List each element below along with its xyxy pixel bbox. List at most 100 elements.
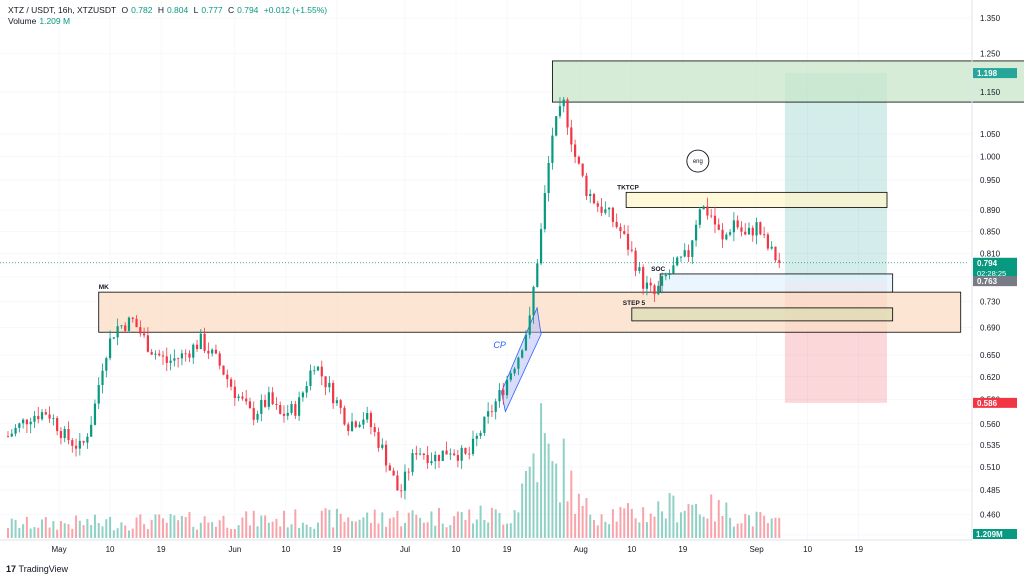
candle-body xyxy=(471,438,475,454)
y-tick-label: 0.620 xyxy=(980,373,1001,382)
volume-bar xyxy=(661,511,664,538)
candle-body xyxy=(513,368,516,374)
volume-bar xyxy=(184,517,187,538)
candle-body xyxy=(377,432,380,448)
drawings[interactable]: MK TKTCP SOC STEP 5 CP eng xyxy=(98,60,1024,413)
volume-bar xyxy=(252,510,255,538)
volume-bar xyxy=(369,522,372,538)
volume-bar xyxy=(48,527,51,538)
candle-body xyxy=(25,419,29,425)
candle-body xyxy=(706,206,709,216)
volume-bar xyxy=(770,518,773,538)
y-tick-label: 0.690 xyxy=(980,324,1001,333)
candle-body xyxy=(116,326,119,338)
candle-body xyxy=(143,333,146,336)
x-tick-label: 19 xyxy=(332,545,341,554)
eng-circle xyxy=(686,149,710,173)
volume-bar xyxy=(173,515,176,538)
volume-bar xyxy=(679,512,682,538)
volume-bar xyxy=(71,528,74,538)
volume-bar xyxy=(630,508,633,538)
candle-body xyxy=(286,412,289,416)
volume-bar xyxy=(524,470,527,538)
candle-body xyxy=(301,392,304,398)
candle-body xyxy=(263,399,267,407)
volume-bar xyxy=(313,528,316,538)
candle-body xyxy=(139,327,142,334)
candle-body xyxy=(566,99,569,128)
candle-body xyxy=(275,404,278,406)
x-tick-label: Sep xyxy=(749,545,764,554)
y-tick-label: 0.485 xyxy=(980,486,1001,495)
candle-body xyxy=(411,453,414,473)
candle-body xyxy=(747,227,751,235)
candle-body xyxy=(672,265,675,274)
volume-bar xyxy=(683,510,686,538)
volume-bars xyxy=(7,403,781,538)
volume-bar xyxy=(343,521,346,538)
volume-bar xyxy=(75,515,78,538)
candle-body xyxy=(770,246,773,249)
y-tick-label: 1.350 xyxy=(980,14,1001,23)
candle-body xyxy=(97,385,100,404)
volume-bar xyxy=(267,522,270,538)
y-tick-label: 1.050 xyxy=(980,130,1001,139)
candle-body xyxy=(736,220,739,228)
volume-bar xyxy=(294,509,297,538)
volume-bar xyxy=(490,507,493,538)
volume-bar xyxy=(759,512,762,538)
volume-bar xyxy=(585,498,588,538)
volume-bar xyxy=(112,530,115,538)
volume-bar xyxy=(475,519,478,538)
candle-body xyxy=(37,416,40,420)
x-tick-label: 19 xyxy=(678,545,687,554)
volume-bar xyxy=(502,524,505,538)
volume-bar xyxy=(214,526,217,538)
candle-body xyxy=(464,447,467,454)
volume-bar xyxy=(536,482,539,538)
candle-body xyxy=(48,414,51,419)
candle-body xyxy=(290,404,293,413)
candle-body xyxy=(751,227,754,236)
candle-body xyxy=(415,453,418,455)
volume-bar xyxy=(558,502,561,538)
volume-bar xyxy=(385,526,388,538)
candle-body xyxy=(460,447,463,461)
price-tag xyxy=(973,276,1017,287)
volume-bar xyxy=(744,513,747,538)
volume-bar xyxy=(638,522,641,538)
volume-bar xyxy=(90,524,93,538)
y-tick-label: 1.000 xyxy=(980,152,1001,161)
volume-bar xyxy=(710,494,713,538)
volume-tag xyxy=(973,529,1017,539)
candle-body xyxy=(422,453,425,455)
candle-body xyxy=(717,224,720,230)
candle-body xyxy=(358,424,361,427)
volume-bar xyxy=(509,523,512,538)
candle-body xyxy=(354,421,357,427)
volume-bar xyxy=(354,521,357,538)
time-axis[interactable]: May 10 19 Jun 10 19 Jul 10 19 Aug 10 19 Sep 10 19 xyxy=(51,545,863,554)
volume-bar xyxy=(7,527,9,538)
volume-label[interactable]: Volume xyxy=(8,16,37,26)
volume-bar xyxy=(713,521,716,538)
y-tick-label: 0.950 xyxy=(980,176,1001,185)
volume-bar xyxy=(67,524,70,538)
volume-bar xyxy=(430,511,433,538)
candle-body xyxy=(615,221,618,228)
tradingview-logo[interactable]: 17 TradingView xyxy=(6,564,68,574)
candles[interactable] xyxy=(6,96,781,500)
candle-body xyxy=(426,454,429,464)
candle-body xyxy=(755,222,758,236)
candle-body xyxy=(245,398,248,402)
volume-bar xyxy=(29,528,32,538)
candle-body xyxy=(169,360,172,363)
volume-bar xyxy=(207,522,210,538)
candle-body xyxy=(611,207,615,222)
candle-body xyxy=(407,471,410,473)
volume-bar xyxy=(14,519,17,538)
volume-bar xyxy=(362,517,365,538)
symbol-title[interactable]: XTZ / USDT, 16h, XTZUSDT xyxy=(8,5,117,15)
candle-body xyxy=(403,471,407,491)
